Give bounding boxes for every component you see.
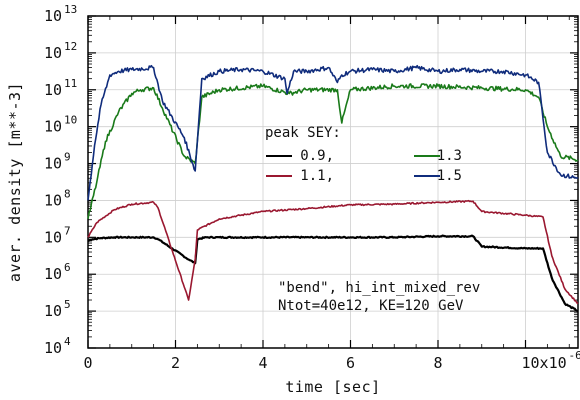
y-tick-label: 10 [44,81,62,99]
annotation-text: Ntot=40e12, KE=120 GeV [278,298,464,314]
x-tick-label: 4 [258,354,267,372]
x-axis-title: time [sec] [285,378,380,396]
x-tick-label: 10x10 [522,354,567,372]
y-tick-exponent: 6 [64,261,71,274]
x-tick-label: 8 [433,354,442,372]
legend-label: 0.9, [300,148,334,164]
y-tick-label: 10 [44,302,62,320]
y-tick-label: 10 [44,44,62,62]
y-tick-exponent: 10 [64,114,77,127]
y-tick-exponent: 4 [64,335,71,348]
x-tick-label: 0 [83,354,92,372]
y-tick-exponent: 5 [64,298,71,311]
legend-label: 1.3 [437,148,462,164]
legend-label: 1.1, [300,168,334,184]
y-tick-exponent: 7 [64,224,71,237]
y-tick-label: 10 [44,155,62,173]
y-tick-label: 10 [44,7,62,25]
y-tick-label: 10 [44,118,62,136]
legend-title: peak SEY: [265,125,341,141]
y-tick-exponent: 12 [64,40,77,53]
x-tick-exponent: -6 [569,349,580,362]
y-tick-label: 10 [44,191,62,209]
y-tick-exponent: 11 [64,77,77,90]
y-tick-exponent: 8 [64,187,71,200]
y-tick-label: 10 [44,228,62,246]
annotation-text: "bend", hi_int_mixed_rev [278,280,480,296]
x-tick-label: 2 [171,354,180,372]
y-tick-exponent: 9 [64,151,71,164]
y-axis-title: aver. density [m**-3] [6,82,24,282]
y-tick-label: 10 [44,265,62,283]
y-tick-label: 10 [44,339,62,357]
x-tick-label: 6 [346,354,355,372]
legend-label: 1.5 [437,168,462,184]
y-tick-exponent: 13 [64,3,77,16]
